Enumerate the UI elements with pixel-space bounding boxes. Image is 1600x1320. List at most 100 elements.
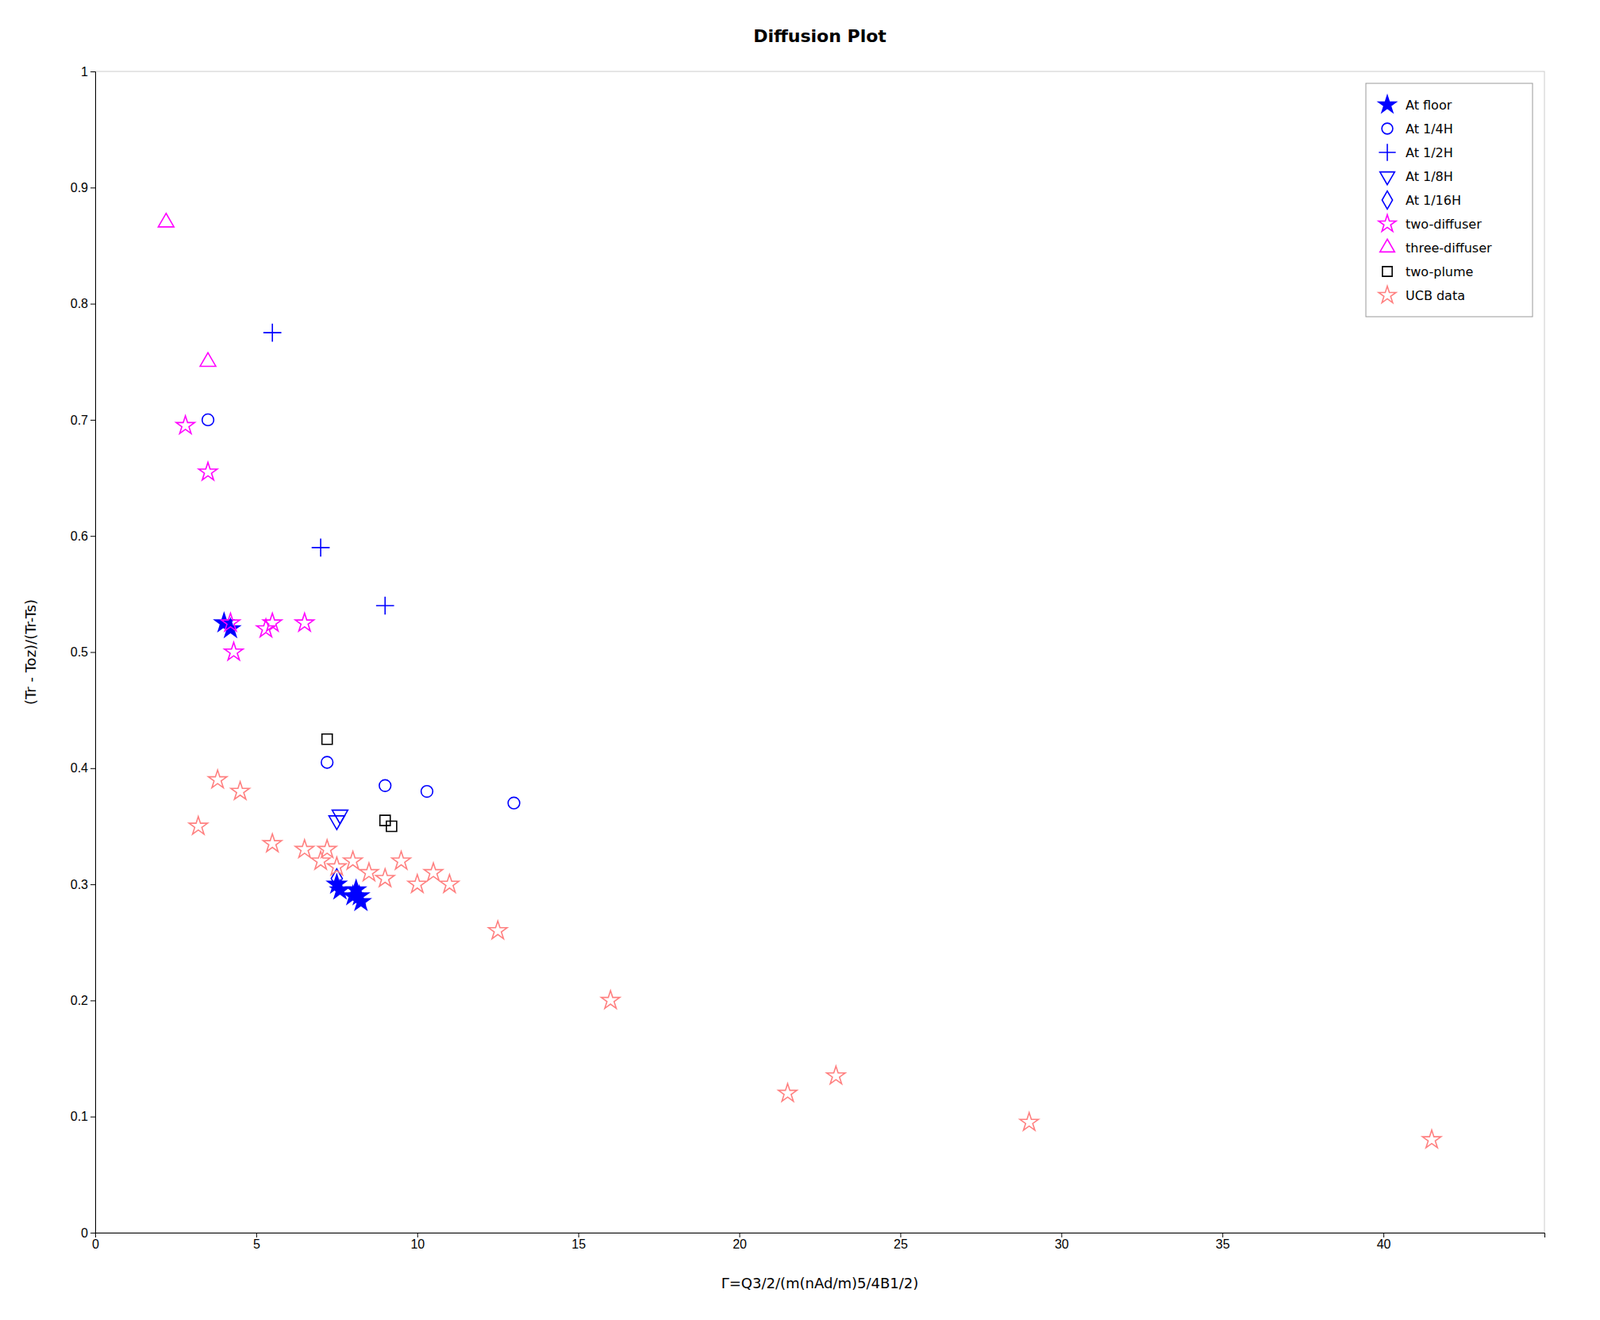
axis-line — [96, 1233, 1546, 1239]
x-axis-title: Γ=Q3/2/(m(nAd/m)5/4B1/2) — [721, 1274, 920, 1292]
plot: 051015202530354000.10.20.30.40.50.60.70.… — [70, 65, 1546, 1252]
legend-symbol — [1381, 191, 1393, 210]
legend-symbol — [1378, 214, 1397, 231]
tick-label: 20 — [732, 1237, 747, 1251]
point — [221, 613, 240, 631]
tick-mark — [90, 303, 96, 305]
tick: 0.1 — [70, 1109, 96, 1124]
point — [230, 781, 250, 800]
axis-line — [90, 72, 97, 1234]
point — [601, 990, 620, 1008]
legend-symbol — [1382, 266, 1393, 277]
tick-mark — [739, 1232, 741, 1238]
tick: 0.8 — [70, 296, 96, 311]
tick: 0 — [80, 1226, 96, 1240]
tick: 35 — [1215, 1232, 1231, 1251]
legend-item: At 1/2H — [1378, 143, 1453, 161]
point — [198, 461, 217, 480]
tick: 0.5 — [70, 645, 96, 659]
tick-label: 0.1 — [70, 1109, 89, 1124]
tick-label: 0.8 — [70, 296, 89, 311]
y-axis: 0 0.1 0.2 0.3 0.4 0.5 0.6 0.7 0.8 0.9 1 — [70, 65, 97, 1240]
point — [778, 1083, 797, 1101]
tick: 0.4 — [70, 761, 96, 775]
point — [359, 862, 378, 881]
legend-label: At 1/2H — [1405, 145, 1454, 161]
point — [322, 734, 333, 745]
point — [262, 834, 281, 852]
tick-mark — [90, 535, 96, 537]
point — [321, 756, 334, 769]
tick-label: 25 — [893, 1237, 908, 1251]
tick-mark — [1222, 1232, 1224, 1238]
tick-label: 0 — [92, 1237, 100, 1251]
tick-mark — [1383, 1232, 1385, 1238]
point — [188, 816, 208, 835]
series — [176, 415, 315, 661]
tick: 30 — [1054, 1232, 1070, 1251]
plot-frame — [95, 71, 1545, 1233]
point — [826, 1065, 846, 1084]
chart: 051015202530354000.10.20.30.40.50.60.70.… — [0, 0, 1600, 1320]
tick-mark — [417, 1232, 419, 1238]
legend-frame — [1365, 83, 1533, 317]
legend-item: two-plume — [1382, 264, 1474, 280]
legend-symbol — [1378, 143, 1396, 161]
y-axis-title: (Tr - Toz)/(Tr-Ts) — [22, 599, 39, 705]
point — [317, 839, 336, 858]
tick-mark — [256, 1232, 258, 1238]
point — [207, 769, 227, 788]
point — [311, 538, 331, 557]
tick-mark — [90, 884, 96, 885]
tick-label: 0.6 — [70, 529, 89, 543]
series — [330, 869, 343, 889]
legend-label: two-plume — [1405, 264, 1474, 280]
series — [215, 613, 371, 910]
tick-label: 0.2 — [70, 993, 89, 1008]
tick: 0.7 — [70, 413, 96, 427]
tick: 10 — [410, 1232, 425, 1251]
legend-symbol — [1380, 238, 1396, 252]
point — [440, 874, 459, 893]
tick-label: 0.4 — [70, 761, 89, 775]
point — [176, 415, 195, 434]
point — [488, 920, 508, 939]
tick-mark — [90, 1116, 96, 1118]
tick-mark — [90, 71, 96, 73]
tick: 1 — [80, 65, 96, 79]
tick-mark — [578, 1232, 580, 1238]
point — [392, 851, 411, 870]
points — [157, 213, 1441, 1148]
point — [421, 785, 434, 798]
legend-item: At 1/8H — [1380, 169, 1454, 185]
point — [263, 323, 282, 343]
tick-mark — [90, 1000, 96, 1001]
point — [507, 796, 520, 809]
tick-label: 0.9 — [70, 180, 89, 195]
tick: 0.3 — [70, 877, 96, 892]
legend-label: At 1/8H — [1405, 169, 1454, 185]
point — [202, 414, 215, 427]
tick: 0.2 — [70, 993, 96, 1008]
tick-label: 10 — [410, 1237, 425, 1251]
point — [379, 779, 392, 792]
point — [330, 869, 343, 889]
point — [295, 613, 314, 631]
tick: 20 — [732, 1232, 747, 1251]
tick-label: 0.5 — [70, 645, 89, 659]
tick-label: 5 — [253, 1237, 261, 1251]
legend-item: At floor — [1378, 95, 1453, 112]
point — [386, 820, 397, 831]
legend-label: At 1/4H — [1405, 121, 1454, 137]
legend-label: two-diffuser — [1405, 216, 1482, 232]
legend-label: At 1/16H — [1405, 192, 1462, 208]
tick-label: 0 — [80, 1226, 89, 1240]
point — [200, 352, 216, 366]
legend-item: UCB data — [1378, 285, 1466, 303]
legend-symbol — [1378, 95, 1397, 112]
series — [157, 213, 216, 367]
point — [351, 892, 370, 910]
point — [407, 874, 427, 893]
point — [327, 857, 347, 875]
point — [1422, 1130, 1441, 1148]
